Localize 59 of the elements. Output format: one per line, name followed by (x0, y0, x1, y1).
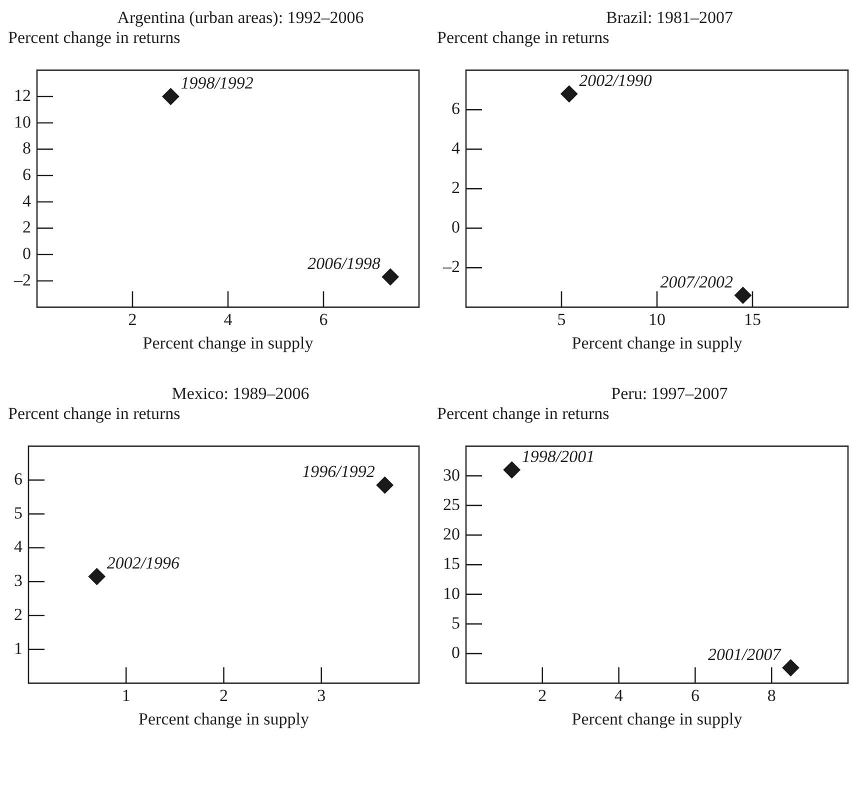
x-tick-label: 2 (538, 686, 547, 705)
x-tick-label: 8 (767, 686, 776, 705)
x-tick-label: 6 (690, 686, 700, 705)
y-tick-label: 15 (443, 554, 460, 574)
y-tick-label: 2 (452, 178, 460, 198)
x-axis-title: Percent change in supply (142, 333, 314, 352)
y-tick-label: 10 (14, 112, 31, 132)
x-tick-label: 3 (317, 686, 326, 705)
y-tick-label: 30 (443, 465, 460, 484)
y-tick-label: 0 (22, 244, 31, 263)
y-tick-label: 8 (22, 138, 31, 158)
y-tick-label: 20 (443, 524, 460, 544)
x-tick-label: 2 (128, 310, 137, 329)
annotation: 2007/2002 (660, 272, 734, 292)
y-tick-label: 1 (14, 638, 22, 658)
y-tick-label: –2 (442, 257, 460, 276)
y-tick-label: 6 (22, 165, 31, 184)
y-tick-label: 6 (452, 99, 460, 118)
x-axis-title: Percent change in supply (138, 709, 310, 728)
x-axis-title: Percent change in supply (572, 333, 743, 352)
x-tick-label: 5 (557, 310, 566, 329)
x-tick-label: 4 (614, 686, 624, 705)
y-tick-label: 2 (14, 604, 22, 624)
y-tick-label: 25 (443, 494, 460, 514)
y-tick-label: 4 (452, 138, 460, 158)
y-axis-title: Percent change in returns (8, 28, 182, 48)
y-tick-label: 0 (452, 218, 460, 237)
y-axis-title: Percent change in returns (437, 28, 610, 48)
chart-title: Brazil: 1981–2007 (604, 8, 734, 28)
x-axis-title: Percent change in supply (572, 709, 743, 728)
chart-title: Peru: 1997–2007 (610, 384, 729, 404)
annotation: 2006/1998 (308, 254, 381, 273)
y-tick-label: 5 (452, 613, 460, 632)
annotation: 1998/2001 (522, 446, 595, 466)
y-axis-title: Percent change in returns (437, 404, 610, 424)
y-tick-label: 0 (452, 643, 460, 662)
x-tick-label: 15 (744, 310, 761, 329)
annotation: 1996/1992 (302, 462, 376, 482)
annotation: 2001/2007 (708, 644, 782, 664)
y-axis-title: Percent change in returns (8, 404, 182, 424)
x-tick-label: 10 (648, 310, 666, 329)
annotation: 2002/1990 (579, 70, 652, 90)
chart-title: Mexico: 1989–2006 (170, 384, 310, 404)
y-tick-label: 2 (22, 218, 31, 237)
y-tick-label: 4 (14, 537, 23, 556)
x-tick-label: 1 (122, 686, 130, 705)
y-tick-label: 10 (443, 584, 460, 603)
annotation: 1998/1992 (180, 74, 254, 92)
y-tick-label: 3 (14, 571, 22, 590)
y-tick-label: –2 (13, 270, 31, 290)
chart-title: Argentina (urban areas): 1992–2006 (116, 8, 365, 28)
x-tick-label: 6 (319, 310, 328, 329)
x-tick-label: 4 (224, 310, 233, 329)
x-tick-label: 2 (220, 686, 228, 705)
annotation: 2002/1996 (106, 554, 180, 573)
y-tick-label: 5 (14, 503, 22, 522)
y-tick-label: 4 (22, 191, 32, 210)
y-tick-label: 12 (14, 86, 31, 105)
y-tick-label: 6 (14, 470, 22, 489)
